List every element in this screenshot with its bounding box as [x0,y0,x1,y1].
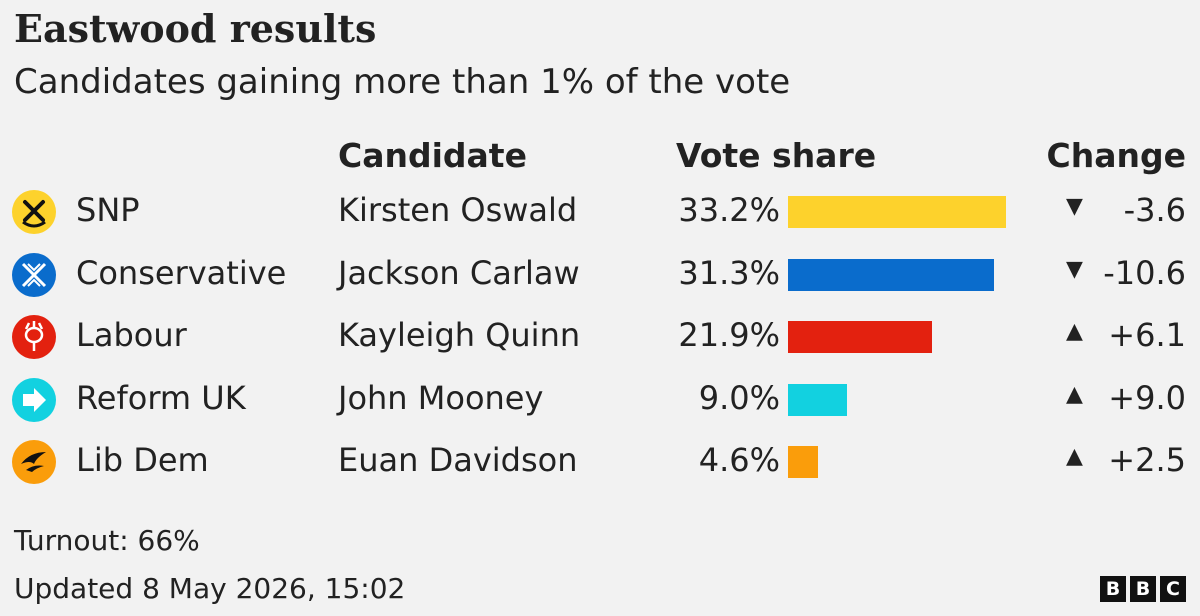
turnout-text: Turnout: 66% [14,524,200,557]
updated-timestamp: Updated 8 May 2026, 15:02 [14,572,406,605]
column-header-vote-share: Vote share [676,136,877,175]
down-arrow-icon: ▼ [1066,256,1083,282]
candidate-name: Jackson Carlaw [338,253,580,292]
vote-share-label: 31.3% [678,253,780,292]
party-name: Reform UK [76,378,246,417]
reform-logo-icon [12,377,56,422]
column-header-candidate: Candidate [338,136,527,175]
candidate-name: John Mooney [338,378,544,417]
change-value: +9.0 [1108,378,1186,417]
candidate-name: Euan Davidson [338,441,578,479]
vote-share-bar [788,258,994,291]
chart-subtitle: Candidates gaining more than 1% of the v… [14,62,791,102]
vote-share-label: 33.2% [678,191,780,229]
bbc-logo-letter: B [1130,576,1156,602]
candidate-name: Kayleigh Quinn [338,316,581,354]
libdem-logo-icon [12,440,56,484]
table-row: Lib Dem Euan Davidson 4.6% ▲ +2.5 [0,432,1200,492]
chart-title: Eastwood results [14,6,377,51]
vote-share-bar [788,383,847,416]
up-arrow-icon: ▲ [1066,319,1083,344]
vote-share-bar [788,321,932,353]
change-value: -10.6 [1103,253,1186,292]
vote-share-bar [788,196,1006,228]
table-row: Conservative Jackson Carlaw 31.3% ▼ -10.6 [0,245,1200,305]
table-row: Reform UK John Mooney 9.0% ▲ +9.0 [0,370,1200,430]
column-header-change: Change [1046,136,1186,175]
change-value: +6.1 [1108,316,1186,354]
bbc-logo-letter: C [1160,576,1186,602]
vote-share-bar [788,446,818,478]
snp-logo-icon [12,190,56,234]
up-arrow-icon: ▲ [1066,444,1083,469]
table-row: SNP Kirsten Oswald 33.2% ▼ -3.6 [0,182,1200,242]
vote-share-label: 4.6% [698,441,780,479]
bbc-logo-letter: B [1100,576,1126,602]
candidate-name: Kirsten Oswald [338,191,578,229]
bbc-logo: B B C [1100,576,1186,602]
vote-share-label: 9.0% [698,378,780,417]
up-arrow-icon: ▲ [1066,381,1083,407]
party-name: Lib Dem [76,441,209,479]
party-name: Labour [76,316,187,354]
party-name: Conservative [76,253,287,292]
table-row: Labour Kayleigh Quinn 21.9% ▲ +6.1 [0,307,1200,367]
party-name: SNP [76,191,140,229]
change-value: -3.6 [1123,191,1186,229]
labour-logo-icon [12,315,56,359]
vote-share-label: 21.9% [678,316,780,354]
down-arrow-icon: ▼ [1066,194,1083,219]
change-value: +2.5 [1108,441,1186,479]
conservative-logo-icon [12,252,56,297]
